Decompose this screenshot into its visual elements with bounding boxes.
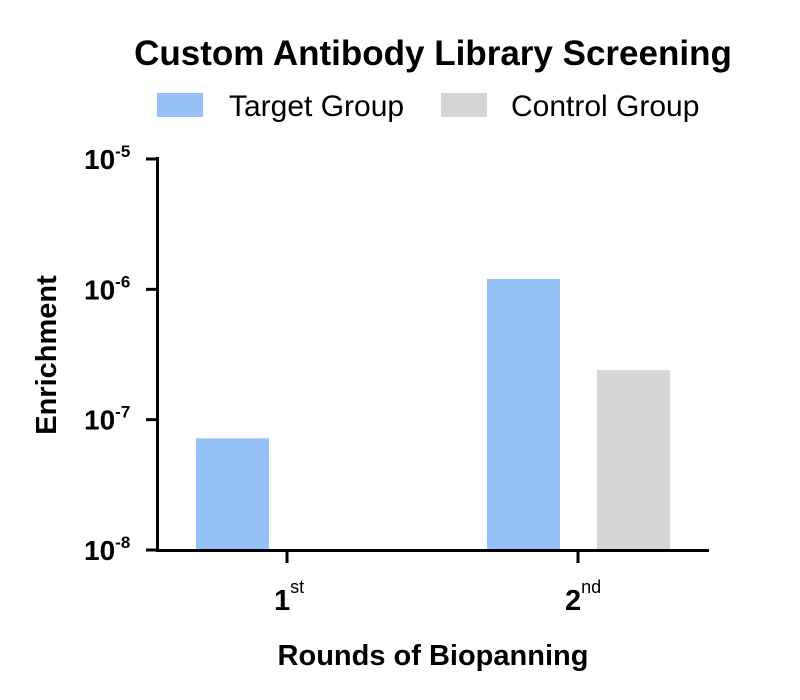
y-tick-label: 10-7 [84,403,130,436]
x-category-label-2: 2nd [565,577,601,617]
legend-label-1: Target Group [229,90,404,123]
legend-label-2: Control Group [511,90,699,123]
y-tick-label: 10-8 [84,533,130,566]
legend: Target Group Control Group [157,90,699,123]
x-category-label-1: 1st [274,577,304,617]
y-tick-label: 10-6 [84,272,130,305]
y-tick-label: 10-5 [84,142,130,175]
x-axis-title: Rounds of Biopanning [278,640,589,672]
y-axis-title: Enrichment [31,275,63,435]
legend-swatch-1 [157,93,203,117]
chart-title: Custom Antibody Library Screening [134,34,732,73]
x-axis-ticks: 1st 2nd [274,550,601,617]
bars [196,279,670,550]
bar-control-group-2 [597,370,670,550]
y-axis-ticks: 10-8 10-7 10-6 10-5 [84,142,158,566]
bar-target-group-2 [487,279,560,550]
legend-swatch-2 [441,93,487,117]
bar-target-group-1 [196,438,269,550]
